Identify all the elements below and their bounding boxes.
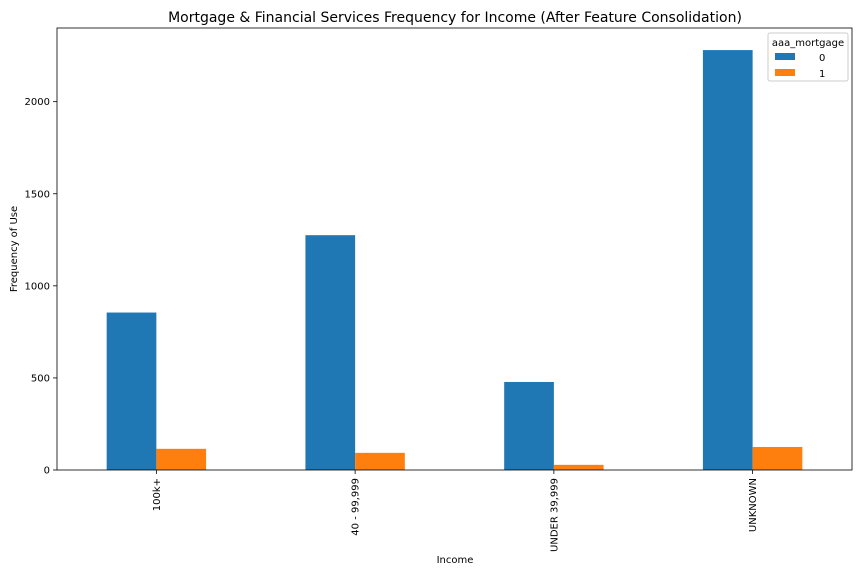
y-axis-label: Frequency of Use <box>9 206 20 292</box>
x-tick-label-1: 40 - 99,999 <box>351 478 362 536</box>
y-tick-label-4: 2000 <box>25 97 50 108</box>
legend-swatch-series-0 <box>775 53 795 60</box>
axes-frame <box>56 27 853 471</box>
bar-series-1-0 <box>156 448 207 470</box>
legend-label-series-0: 0 <box>819 53 825 64</box>
x-axis-label: Income <box>437 555 474 566</box>
legend-swatch-series-1 <box>775 69 795 76</box>
x-tick-label-3: UNKNOWN <box>748 478 759 532</box>
bar-series-0-3 <box>702 50 753 470</box>
bar-series-0-1 <box>305 235 356 470</box>
bar-series-1-2 <box>553 464 604 470</box>
y-tick-label-2: 1000 <box>25 281 50 292</box>
bar-series-0-2 <box>504 381 554 470</box>
y-tick-label-0: 0 <box>44 466 50 477</box>
bar-series-1-3 <box>752 446 803 470</box>
y-tick-label-1: 500 <box>31 373 50 384</box>
plot-area: 0 500 1000 1500 2000 100k+ 40 - 99,999 UNDER 39… <box>25 27 853 552</box>
legend-label-series-1: 1 <box>819 69 825 80</box>
bar-series-1-1 <box>355 452 405 470</box>
legend: aaa_mortgage 0 1 <box>767 32 849 82</box>
bar-series-0-0 <box>106 312 157 470</box>
chart-title: Mortgage & Financial Services Frequency … <box>168 10 742 26</box>
legend-title: aaa_mortgage <box>772 38 844 49</box>
y-tick-label-3: 1500 <box>25 189 50 200</box>
x-tick-label-2: UNDER 39,999 <box>549 478 560 552</box>
x-tick-label-0: 100k+ <box>152 478 163 511</box>
